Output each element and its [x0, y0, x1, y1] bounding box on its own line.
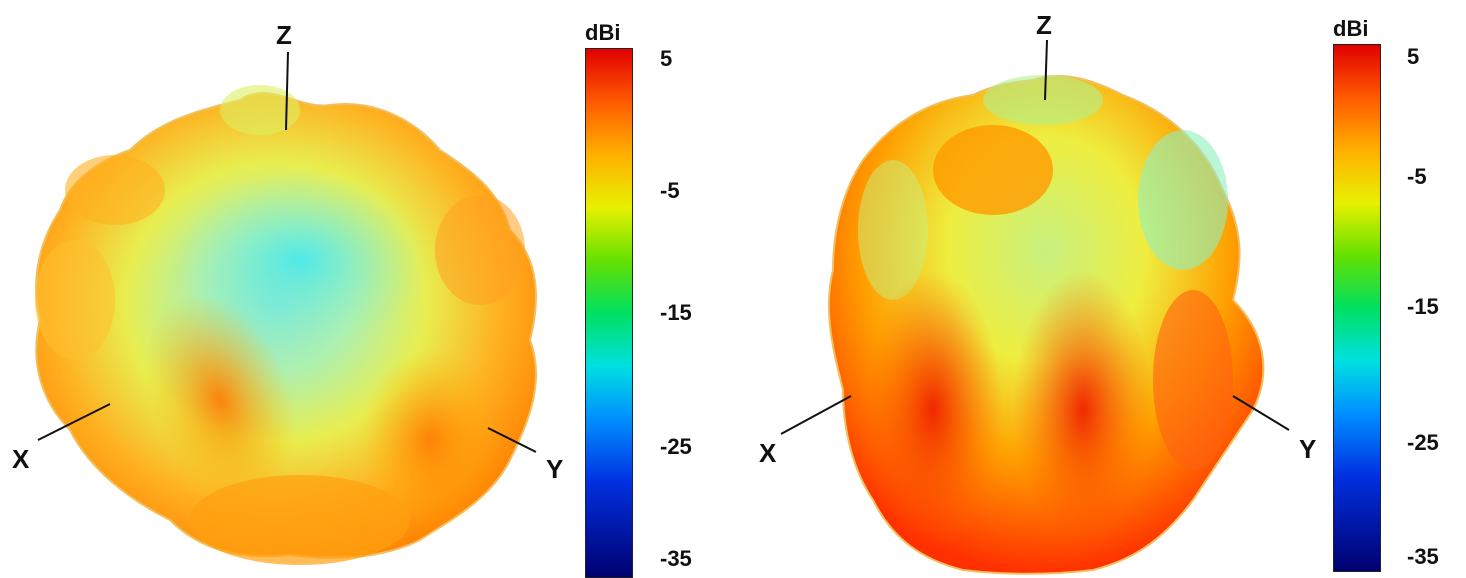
- colorbar-tick-left: 5: [660, 46, 673, 71]
- colorbar-unit-left: dBi: [585, 20, 621, 45]
- colorbar-right: [1333, 44, 1381, 572]
- x-axis-label-left: X: [12, 444, 30, 474]
- colorbar-tick-right: -25: [1407, 430, 1439, 455]
- radiation-pattern-panel-right: Z X Y dBi 5 -5 -15 -25 -35: [733, 0, 1466, 577]
- colorbar-tick-left: -25: [660, 434, 692, 459]
- z-axis-label-left: Z: [276, 20, 292, 50]
- colorbar-tick-right: -35: [1407, 544, 1439, 569]
- radiation-pattern-3d-left: [35, 51, 538, 565]
- colorbar-tick-left: -5: [660, 178, 680, 203]
- y-axis-line-right: [1232, 395, 1290, 431]
- y-axis-label-right: Y: [1299, 434, 1317, 464]
- radiation-pattern-3d-right: [780, 39, 1290, 575]
- z-axis-line-right: [1044, 39, 1048, 101]
- x-axis-label-right: X: [759, 438, 777, 468]
- x-axis-line-right: [780, 395, 852, 435]
- colorbar-tick-right: -5: [1407, 164, 1427, 189]
- colorbar-tick-left: -35: [660, 546, 692, 571]
- y-axis-label-left: Y: [546, 454, 564, 484]
- colorbar-left: [585, 48, 633, 578]
- radiation-pattern-panel-left: Z X Y dBi 5 -5 -15 -25 -35: [0, 0, 733, 578]
- colorbar-tick-left: -15: [660, 300, 692, 325]
- z-axis-line-left: [285, 51, 289, 131]
- z-axis-label-right: Z: [1036, 10, 1052, 40]
- x-axis-line-left: [37, 403, 111, 441]
- y-axis-line-left: [487, 427, 537, 453]
- colorbar-tick-right: 5: [1407, 44, 1420, 69]
- colorbar-tick-right: -15: [1407, 294, 1439, 319]
- colorbar-unit-right: dBi: [1333, 16, 1369, 41]
